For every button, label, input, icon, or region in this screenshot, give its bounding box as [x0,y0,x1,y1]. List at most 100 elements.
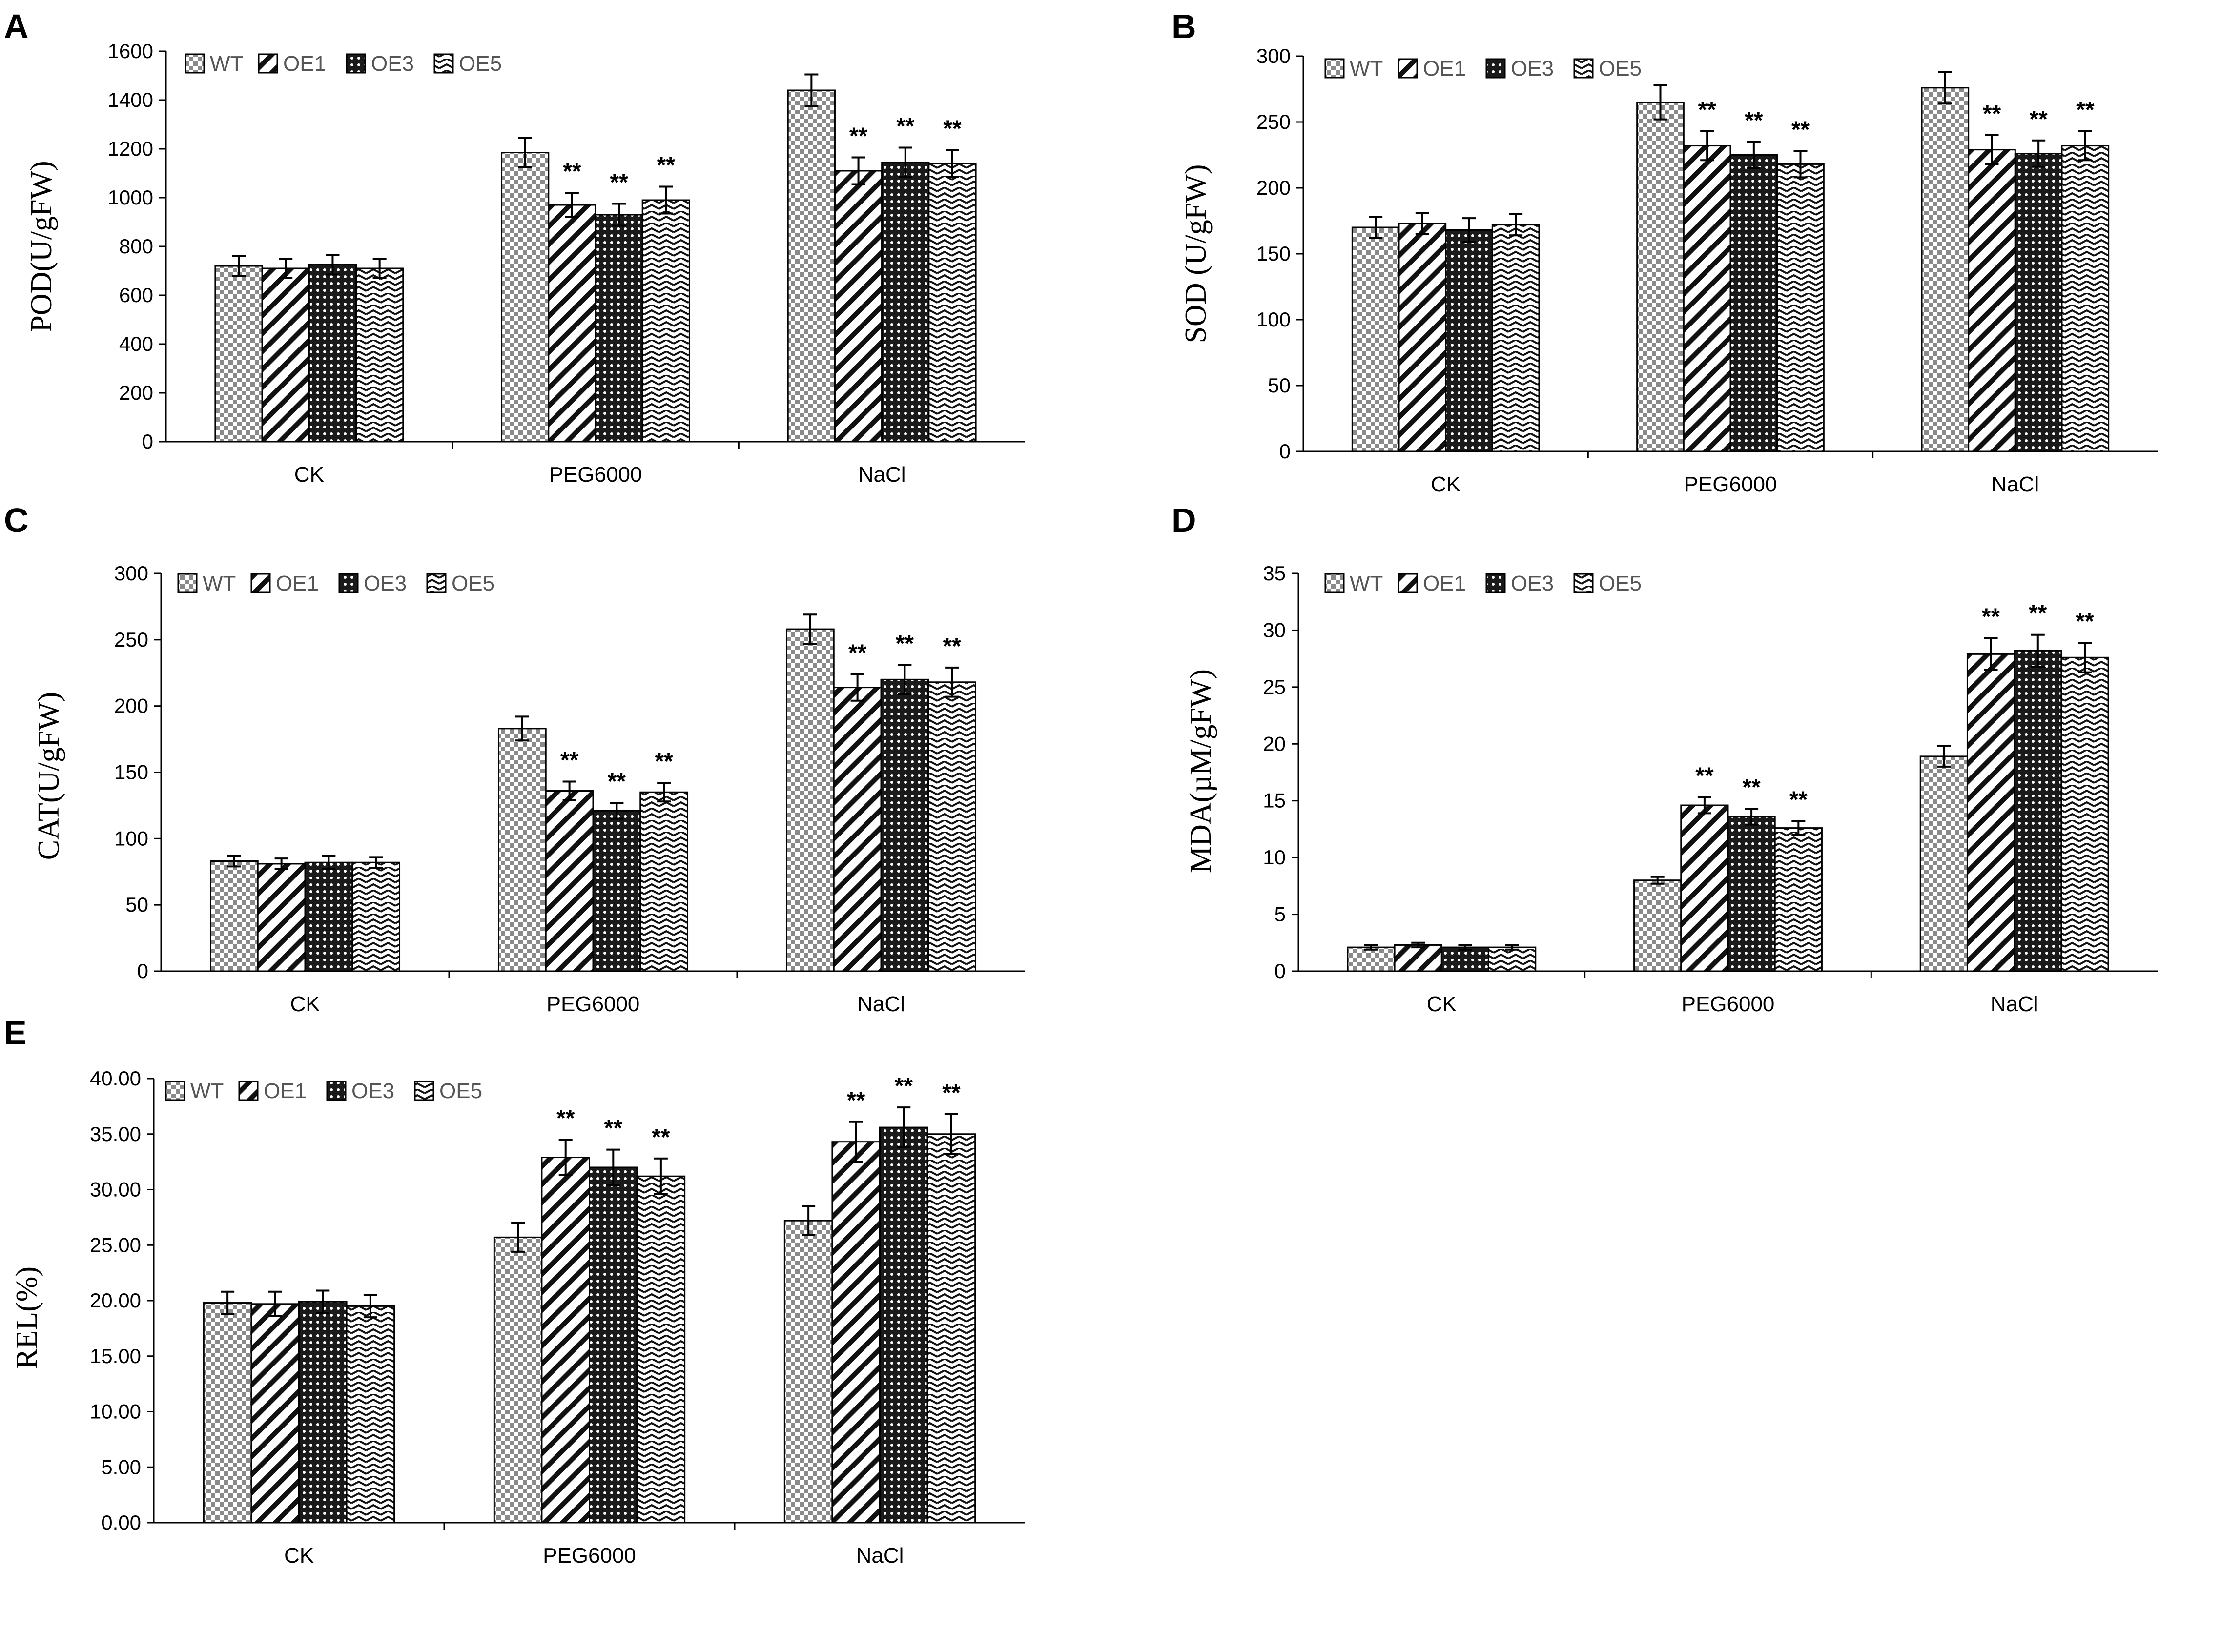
y-tick-label: 200 [119,381,153,404]
bar-oe1 [833,687,882,972]
bar-oe1 [261,267,310,443]
bar-wt [787,89,836,443]
significance-marker: ** [1983,101,2001,127]
legend-swatch-oe5 [433,53,454,74]
bar-wt [497,728,547,972]
bar-wt [1636,102,1685,452]
x-category-label: NaCl [1991,472,2039,496]
bar-oe5 [1491,224,1540,452]
bar-oe1 [1968,149,2016,452]
bar-wt [1633,879,1682,972]
bar-oe5 [1488,946,1537,972]
y-tick-label: 200 [1256,176,1291,199]
legend-swatch-wt [1324,573,1345,593]
bar-oe1 [1394,944,1442,972]
significance-marker: ** [563,159,581,184]
y-tick-label: 150 [114,761,148,784]
y-tick-label: 100 [114,827,148,850]
y-tick-label: 0 [137,959,148,982]
bar-wt [501,152,550,443]
y-axis-label: SOD (U/gFW) [1179,164,1213,344]
chart-panel-b: B SOD (U/gFW) 0 50 100 150 200 250 300 CK PEG6000 *… [1172,7,2158,496]
significance-marker: ** [655,749,673,775]
bar-oe5 [2061,145,2110,452]
legend-swatch-oe5 [1573,573,1594,593]
bar-oe5 [927,681,977,972]
legend-swatch-oe1 [1398,58,1418,79]
significance-marker: ** [847,1088,865,1114]
y-tick-label: 150 [1256,242,1291,265]
legend-label: WT [203,571,236,595]
y-tick-label: 0 [1275,959,1286,982]
significance-marker: ** [610,170,628,196]
legend-swatch-wt [165,1081,185,1101]
y-tick-label: 10.00 [90,1400,141,1423]
legend-label: OE3 [1511,57,1554,81]
significance-marker: ** [1791,117,1810,143]
x-category-label: CK [294,463,324,487]
bar-oe3 [1729,154,1778,452]
chart-panel-a: A POD(U/gFW) 0 200 400 600 800 1000 1200 1400 1600… [4,7,1025,487]
legend-swatch-oe3 [326,1081,347,1101]
bar-oe3 [880,678,929,972]
x-category-label: NaCl [858,463,906,487]
legend-label: OE5 [452,571,494,595]
legend-swatch-oe3 [346,53,366,74]
bar-oe3 [879,1126,928,1524]
legend-swatch-wt [1324,58,1345,79]
y-tick-label: 1600 [108,40,153,62]
significance-marker: ** [849,123,868,149]
bar-oe3 [298,1301,348,1524]
bar-oe3 [589,1166,638,1524]
legend-label: OE1 [283,52,326,76]
panel-letter: D [1172,501,1196,539]
legend-swatch-oe5 [1573,58,1594,79]
bar-wt [785,628,835,972]
bar-oe3 [592,810,641,972]
significance-marker: ** [1698,97,1716,123]
y-tick-label: 800 [119,235,153,258]
legend-swatch-oe3 [1485,573,1506,593]
bar-oe1 [1683,145,1731,452]
legend-label: WT [210,52,243,76]
bar-oe1 [250,1303,300,1524]
y-tick-label: 5.00 [101,1455,141,1478]
legend-label: OE5 [439,1079,482,1103]
y-axis-label: MDA(µM/gFW) [1184,669,1217,873]
legend-label: WT [1350,57,1383,81]
y-tick-label: 300 [1256,44,1291,67]
bar-oe3 [1445,229,1493,452]
bar-oe1 [548,204,596,443]
bar-wt [214,265,263,443]
x-category-label: CK [290,992,320,1016]
legend-label: OE3 [364,571,407,595]
bar-oe3 [881,162,930,443]
legend-label: OE3 [1511,571,1554,595]
legend-swatch-oe3 [1485,58,1506,79]
chart-panel-d: D MDA(µM/gFW) 0 5 10 15 20 25 30 35 CK PEG6000 ** ** *… [1172,501,2158,1016]
panel-letter: A [4,7,29,45]
bar-oe5 [639,791,689,972]
bar-oe3 [2014,650,2062,972]
y-tick-label: 1400 [108,88,153,111]
bar-wt [203,1302,252,1524]
legend-label: OE5 [1599,571,1642,595]
panel-letter: B [1172,7,1196,45]
significance-marker: ** [556,1105,575,1131]
y-tick-label: 25 [1263,675,1286,698]
legend-label: OE5 [1599,57,1642,81]
y-tick-label: 600 [119,284,153,306]
x-category-label: PEG6000 [1682,992,1775,1016]
bar-oe5 [351,861,401,972]
bar-oe1 [541,1157,591,1524]
x-category-label: PEG6000 [547,992,640,1016]
significance-marker: ** [652,1124,670,1150]
y-tick-label: 50 [125,893,148,916]
significance-marker: ** [1695,763,1714,789]
significance-marker: ** [1982,604,2000,630]
x-category-label: PEG6000 [549,463,642,487]
panel-letter: C [4,501,29,539]
legend-label: OE5 [459,52,502,76]
bar-oe1 [257,863,306,972]
bar-oe1 [834,170,883,443]
